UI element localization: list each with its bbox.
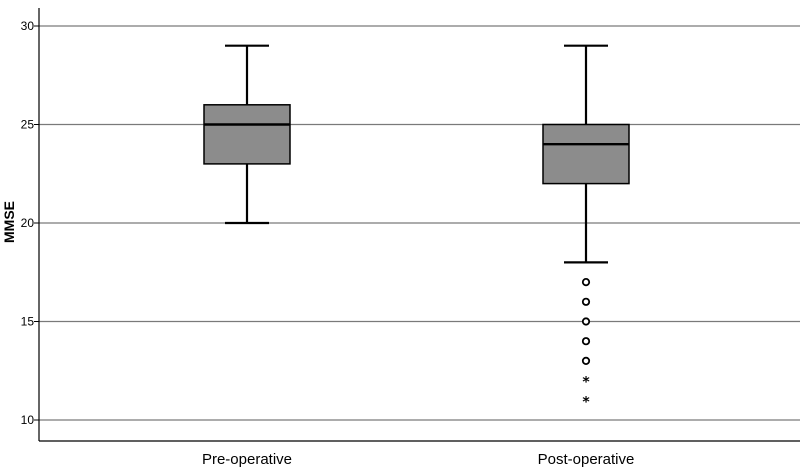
outlier-point xyxy=(581,356,591,365)
y-tick-label: 10 xyxy=(21,413,35,427)
outlier-point xyxy=(581,337,591,346)
outlier-point xyxy=(581,317,591,326)
outlier-point xyxy=(581,277,591,287)
y-axis-ticks: 10 15 20 25 30 xyxy=(21,19,39,427)
y-tick-label: 15 xyxy=(21,315,35,329)
extreme-point: * xyxy=(582,394,590,410)
outlier-point xyxy=(581,297,591,306)
axes xyxy=(38,8,800,442)
y-axis-title: MMSE xyxy=(1,201,17,243)
box-iqr xyxy=(203,104,291,165)
box-iqr xyxy=(542,123,630,185)
x-category-label: Pre-operative xyxy=(202,451,292,468)
x-category-label: Post-operative xyxy=(538,451,635,468)
grid-lines xyxy=(39,25,800,421)
extreme-point: * xyxy=(582,375,590,391)
y-tick-label: 30 xyxy=(21,19,35,33)
y-tick-label: 20 xyxy=(21,216,35,230)
box-series: ** xyxy=(203,44,630,410)
box-group xyxy=(203,44,291,225)
box-group: ** xyxy=(542,44,630,410)
x-axis-labels: Pre-operative Post-operative xyxy=(202,451,634,468)
y-tick-label: 25 xyxy=(21,118,35,132)
